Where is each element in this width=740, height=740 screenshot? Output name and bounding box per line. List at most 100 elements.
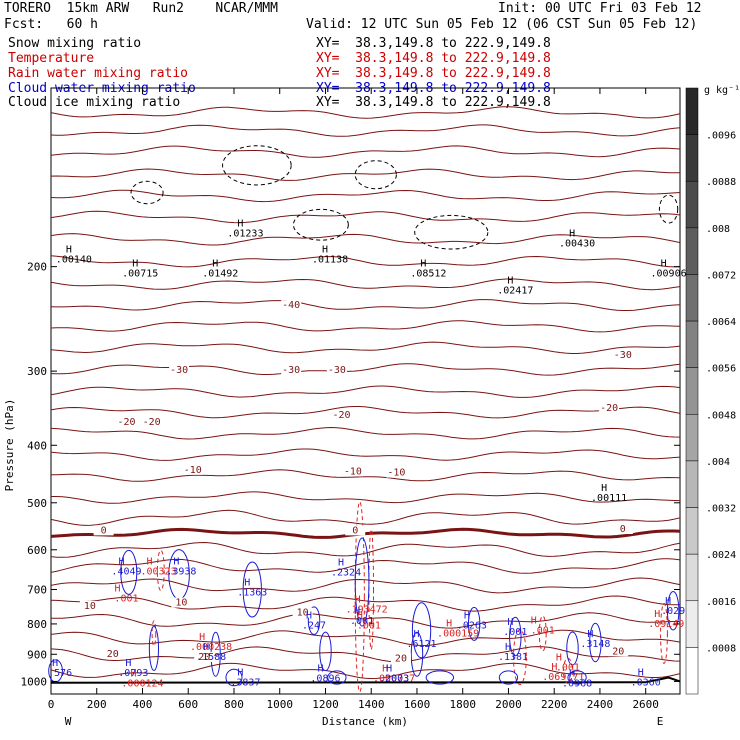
temperature-label: -20 — [332, 410, 350, 421]
isotherm-line — [50, 341, 681, 354]
y-tick-label: 500 — [27, 497, 47, 510]
rain-max-label: .001 — [114, 593, 138, 604]
y-tick-label: 900 — [27, 648, 47, 661]
temperature-label: -40 — [282, 300, 300, 311]
temperature-label-bg — [292, 607, 313, 618]
cloud-water-max-marker: H — [638, 667, 644, 678]
rain-max-label: .000124 — [121, 679, 163, 690]
cloud-water-max-label: .247 — [302, 621, 326, 632]
field-name-snow: Snow mixing ratio — [8, 36, 142, 51]
temperature-label: -20 — [600, 403, 618, 414]
cloud-water-max-label: .6121 — [406, 639, 436, 650]
colorbar-tick-label: .004 — [706, 457, 730, 468]
colorbar-tick-label: .0048 — [706, 410, 736, 421]
y-tick-label: 300 — [27, 365, 47, 378]
temperature-label: 20 — [612, 646, 624, 657]
cloud-water-max-label: .0968 — [562, 679, 592, 690]
colorbar-segment — [685, 87, 699, 135]
temperature-label-bg — [612, 349, 633, 360]
y-tick-label: 200 — [27, 261, 47, 274]
temperature-label-bg — [182, 464, 203, 475]
temperature-label: -30 — [170, 365, 188, 376]
temperature-label: 20 — [198, 652, 210, 663]
cloud-water-max-marker: H — [173, 556, 179, 567]
field-name-cloud-ice: Cloud ice mixing ratio — [8, 95, 181, 110]
colorbar-tick-label: .0016 — [706, 597, 736, 608]
isotherm-line — [51, 491, 681, 504]
rain-max-marker: H — [556, 652, 562, 663]
y-tick-label: 1000 — [21, 675, 48, 688]
cloud-water-contour — [467, 606, 481, 641]
x-axis-west-label: W — [65, 715, 72, 728]
cloud-water-contour — [354, 537, 370, 627]
isotherm-line — [50, 106, 681, 119]
rain-contour — [151, 620, 157, 647]
x-tick-label: 1400 — [358, 698, 385, 711]
cloud-water-max-label: .0896 — [310, 673, 340, 684]
cloud-water-max-marker: H — [507, 617, 513, 628]
rain-max-marker: H — [147, 556, 153, 567]
snow-contour — [130, 180, 164, 205]
isotherm-line — [50, 385, 681, 398]
cloud-water-max-marker: H — [587, 629, 593, 640]
snow-contour — [222, 145, 292, 186]
cloud-water-max-label: .029 — [661, 606, 685, 617]
temperature-label-bg — [386, 467, 407, 478]
temperature-label-bg — [345, 525, 366, 536]
field-xy-temperature: XY= 38.3,149.8 to 222.9,149.8 — [316, 51, 551, 66]
cloud-water-contour — [567, 670, 587, 685]
temperature-label: 10 — [84, 601, 96, 612]
temperature-label-bg — [342, 466, 363, 477]
snow-max-marker: H — [212, 259, 218, 270]
cloud-water-max-marker: H — [118, 556, 124, 567]
snow-contour — [658, 194, 679, 224]
isotherm-line — [50, 320, 681, 333]
colorbar-segment — [685, 367, 699, 415]
cloud-water-max-label: .3837 — [230, 677, 260, 688]
temperature-label-bg — [612, 523, 633, 534]
cloud-water-max-marker: H — [386, 663, 392, 674]
cloud-water-contour — [242, 561, 262, 618]
isotherm-line — [50, 145, 681, 158]
terrain-line — [50, 676, 681, 684]
field-name-rain: Rain water mixing ratio — [8, 66, 189, 81]
y-tick-label: 700 — [27, 584, 47, 597]
rain-max-label: .000238 — [190, 642, 232, 653]
cloud-water-max-marker: H — [52, 658, 58, 669]
temperature-label-bg — [331, 410, 352, 421]
temperature-label: -20 — [117, 417, 135, 428]
snow-max-label: .01233 — [227, 229, 263, 240]
temperature-label-bg — [102, 649, 123, 660]
temperature-label: -10 — [184, 465, 202, 476]
y-tick-label: 600 — [27, 544, 47, 557]
colorbar-segment — [685, 600, 699, 648]
snow-contour — [292, 208, 349, 241]
cloud-water-max-label: .001 — [503, 627, 527, 638]
y-axis-label: Pressure (hPa) — [3, 399, 16, 492]
temperature-label-bg — [169, 364, 190, 375]
isotherm-line — [50, 509, 681, 526]
init-time: Init: 00 UTC Fri 03 Feb 12 — [498, 1, 702, 16]
temperature-label: -10 — [387, 468, 405, 479]
isotherm-line — [50, 662, 681, 680]
plot-frame — [50, 87, 681, 695]
isotherm-line — [50, 646, 681, 663]
cloud-water-contour — [425, 670, 455, 685]
cloud-water-max-marker: H — [338, 558, 344, 569]
cloud-water-max-marker: H — [505, 642, 511, 653]
temperature-label-bg — [116, 417, 137, 428]
temperature-label-bg — [390, 653, 411, 664]
rain-max-label: .00323 — [140, 566, 176, 577]
cloud-water-max-label: .1381 — [498, 652, 528, 663]
x-tick-label: 2000 — [495, 698, 522, 711]
snow-max-label: .00906 — [651, 269, 687, 280]
snow-max-label: .00140 — [56, 255, 92, 266]
cloud-water-max-label: .1363 — [237, 588, 267, 599]
model-title: TORERO 15km ARW Run2 NCAR/MMM — [4, 1, 278, 16]
snow-max-marker: H — [661, 259, 667, 270]
cloud-water-contour — [411, 602, 432, 659]
cloud-water-max-label: .3938 — [166, 566, 196, 577]
snow-max-label: .00111 — [591, 493, 627, 504]
cloud-water-max-label: .3148 — [580, 639, 610, 650]
